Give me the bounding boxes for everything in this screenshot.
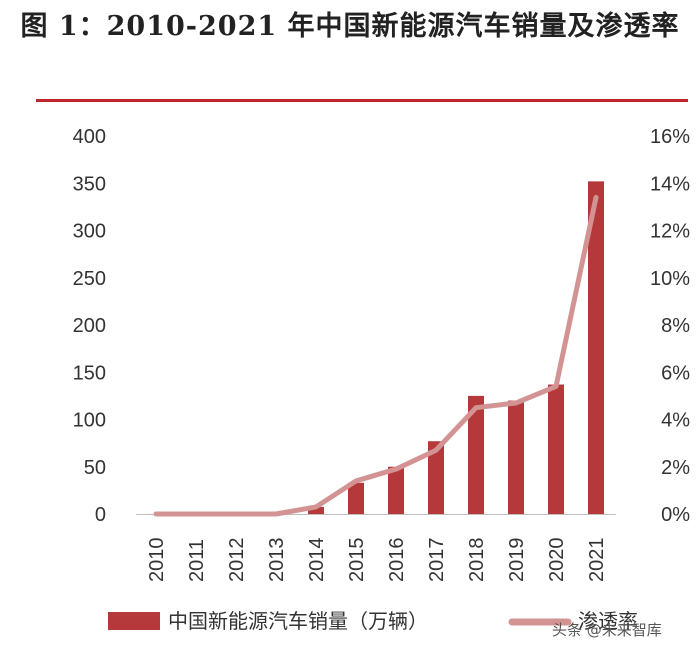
- y-left-tick-label: 0: [95, 504, 106, 526]
- x-tick-label: 2013: [266, 538, 288, 583]
- x-tick-label: 2019: [506, 538, 528, 583]
- chart-title: 图 1：2010-2021 年中国新能源汽车销量及渗透率: [20, 11, 680, 42]
- bar-2020: [548, 384, 564, 514]
- y-left-tick-label: 100: [73, 410, 106, 432]
- y-left-tick-label: 300: [73, 221, 106, 243]
- series-line-penetration: [153, 194, 599, 517]
- x-tick-label: 2017: [426, 538, 448, 583]
- y-right-tick-label: 14%: [650, 173, 690, 195]
- y-left-tick-label: 400: [73, 126, 106, 148]
- y-left-tick-label: 350: [73, 173, 106, 195]
- x-tick-label: 2015: [346, 538, 368, 583]
- watermark: 头条 @未来智库: [552, 621, 662, 639]
- x-tick-label: 2020: [546, 538, 568, 583]
- y-left-tick-label: 250: [73, 268, 106, 290]
- x-tick-label: 2011: [186, 539, 208, 582]
- bar-2017: [428, 441, 444, 514]
- y-right-tick-label: 16%: [650, 126, 690, 148]
- y-left-tick-label: 200: [73, 315, 106, 337]
- x-tick-label: 2016: [386, 538, 408, 583]
- legend-line-label: 渗透率: [578, 609, 638, 633]
- y-right-tick-label: 8%: [661, 315, 690, 337]
- bar-2015: [348, 482, 364, 514]
- legend-bar-swatch: [108, 612, 160, 630]
- y-left-tick-label: 50: [84, 457, 106, 479]
- x-tick-label: 2010: [146, 538, 168, 583]
- y-right-tick-label: 12%: [650, 221, 690, 243]
- bar-2019: [508, 400, 524, 514]
- bar-2014: [308, 506, 324, 514]
- legend-bar-label: 中国新能源汽车销量（万辆）: [168, 609, 428, 633]
- bar-2018: [468, 395, 484, 514]
- title-divider: [36, 99, 688, 102]
- x-tick-label: 2018: [466, 538, 488, 583]
- y-right-tick-label: 6%: [661, 362, 690, 384]
- y-right-tick-label: 10%: [650, 268, 690, 290]
- y-left-tick-label: 150: [73, 362, 106, 384]
- y-right-tick-label: 4%: [661, 410, 690, 432]
- x-tick-label: 2021: [586, 538, 608, 583]
- bar-2016: [388, 466, 404, 514]
- x-tick-label: 2014: [306, 538, 328, 583]
- y-right-tick-label: 2%: [661, 457, 690, 479]
- x-tick-label: 2012: [226, 538, 248, 583]
- bar-2021: [588, 181, 604, 515]
- y-right-tick-label: 0%: [661, 504, 690, 526]
